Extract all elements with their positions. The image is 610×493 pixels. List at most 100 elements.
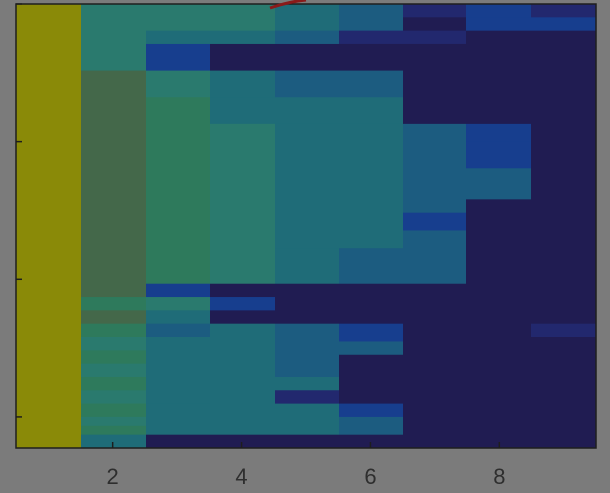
heatmap-cell-col5-row12 — [275, 390, 340, 405]
heatmap-cell-col6-row0 — [339, 4, 404, 18]
heatmap-cell-col3-row9 — [146, 323, 211, 338]
heatmap-cell-col4-row8 — [210, 297, 276, 311]
heatmap-cell-col5-row3 — [275, 70, 340, 98]
heatmap-cell-col8-row3 — [466, 123, 532, 143]
heatmap-cell-col2-row11 — [81, 363, 147, 378]
heatmap-cell-col4-row7 — [210, 283, 276, 298]
heatmap-cell-col3-row1 — [146, 30, 211, 45]
heatmap-cell-col4-row9 — [210, 310, 276, 325]
heatmap-cell-col6-row14 — [339, 416, 404, 436]
heatmap-cell-col1-row0 — [16, 4, 82, 449]
heatmap-cell-col8-row5 — [466, 168, 532, 200]
heatmap-cell-col2-row10 — [81, 350, 147, 365]
heatmap-cell-col4-row5 — [210, 123, 276, 249]
heatmap-cell-col5-row5 — [275, 123, 340, 249]
heatmap-cell-col2-row6 — [81, 297, 147, 311]
heatmap-cell-col7-row6 — [403, 168, 467, 214]
heatmap-cell-col6-row2 — [339, 30, 404, 45]
heatmap-cell-col2-row3 — [81, 123, 147, 249]
heatmap-cell-col9-row3 — [531, 323, 597, 338]
heatmap-cell-col4-row3 — [210, 70, 276, 98]
heatmap-cell-col2-row2 — [81, 97, 147, 125]
heatmap-cell-col4-row10 — [210, 323, 276, 436]
heatmap-cell-col5-row10 — [275, 337, 340, 378]
heatmap-cell-col3-row12 — [146, 434, 211, 449]
heatmap-cell-col3-row8 — [146, 310, 211, 325]
heatmap-cell-col6-row7 — [339, 248, 404, 285]
heatmap-cell-col3-row5 — [146, 248, 211, 285]
heatmap-cell-col3-row2 — [146, 43, 211, 72]
heatmap-cell-col6-row13 — [339, 403, 404, 418]
heatmap-cell-col6-row1 — [339, 17, 404, 32]
y-axis-ticks — [16, 3, 22, 418]
heatmap-cell-col6-row8 — [339, 283, 404, 298]
heatmap-cell-col7-row0 — [403, 4, 467, 18]
heatmap-cell-col2-row5 — [81, 283, 147, 298]
heatmap-cell-col7-row8 — [403, 230, 467, 249]
heatmap-cell-col5-row1 — [275, 30, 340, 45]
heatmap-cell-col7-row4 — [403, 110, 467, 125]
heatmap-cell-col7-row2 — [403, 30, 467, 45]
heatmap-cell-col6-row5 — [339, 97, 404, 125]
heatmap-cell-col7-row7 — [403, 212, 467, 231]
heatmap-cell-col2-row14 — [81, 403, 147, 418]
heatmap-cell-col8-row6 — [466, 199, 532, 449]
heatmap-cell-col6-row12 — [339, 354, 404, 405]
heatmap-cell-col3-row10 — [146, 337, 211, 405]
heatmap-cell-col3-row7 — [146, 297, 211, 311]
heatmap-cell-col4-row1 — [210, 30, 276, 45]
heatmap-cell-col6-row15 — [339, 434, 404, 449]
heatmap-cell-col3-row3 — [146, 70, 211, 98]
heatmap-cell-col2-row17 — [81, 434, 147, 449]
heatmap-cell-col9-row0 — [531, 4, 597, 18]
heatmap-cell-col9-row1 — [531, 17, 597, 32]
heatmap-cell-col6-row10 — [339, 323, 404, 342]
heatmap-cell-col4-row2 — [210, 43, 276, 72]
heatmap-cell-col5-row9 — [275, 323, 340, 338]
heatmap-cell-col2-row7 — [81, 310, 147, 325]
heatmap-cell-col8-row2 — [466, 30, 532, 125]
heatmap-cell-col8-row1 — [466, 17, 532, 32]
heatmap-cell-col2-row8 — [81, 323, 147, 338]
heatmap-cell-col4-row0 — [210, 4, 276, 32]
plot-frame — [15, 3, 597, 449]
heatmap-cell-col5-row0 — [275, 4, 340, 32]
heatmap-cell-col7-row3 — [403, 43, 467, 112]
heatmap-cell-col5-row4 — [275, 97, 340, 125]
heatmap-cell-col2-row12 — [81, 376, 147, 391]
heatmap-cell-col3-row6 — [146, 283, 211, 298]
heatmap-cell-col2-row13 — [81, 390, 147, 405]
x-tick-label-4: 4 — [235, 464, 247, 489]
x-axis-ticks: 2 4 6 8 — [107, 442, 505, 489]
heatmap-cell-col5-row2 — [275, 43, 340, 72]
heatmap-cell-col2-row9 — [81, 337, 147, 351]
heatmap-cell-col6-row4 — [339, 70, 404, 98]
heatmap-cell-col5-row13 — [275, 403, 340, 436]
heatmap-cell-col3-row4 — [146, 97, 211, 249]
x-tick-label-6: 6 — [364, 464, 376, 489]
heatmap-cell-col7-row9 — [403, 248, 467, 285]
x-tick-label-8: 8 — [493, 464, 505, 489]
heatmap-cell-col5-row11 — [275, 376, 340, 391]
heatmap-cell-col4-row11 — [210, 434, 276, 449]
heatmap-cell-col4-row4 — [210, 97, 276, 125]
x-tick-label-2: 2 — [107, 464, 119, 489]
heatmap-cell-col6-row6 — [339, 123, 404, 249]
heatmap-cell-col6-row9 — [339, 297, 404, 325]
heatmap-cell-col9-row4 — [531, 337, 597, 449]
heatmap-cell-col2-row15 — [81, 416, 147, 427]
heatmap-cell-col5-row14 — [275, 434, 340, 449]
heatmap-cell-col2-row1 — [81, 70, 147, 98]
heatmap-cell-col5-row7 — [275, 283, 340, 298]
heatmap-cell-col6-row3 — [339, 43, 404, 72]
heatmap-cell-col2-row16 — [81, 425, 147, 436]
heatmap-cell-col7-row10 — [403, 283, 467, 449]
heatmap-cells — [16, 4, 597, 449]
heatmap-cell-col2-row4 — [81, 248, 147, 285]
heatmap-cell-col8-row0 — [466, 4, 532, 18]
heatmap-cell-col3-row0 — [146, 4, 211, 32]
heatmap-cell-col8-row4 — [466, 141, 532, 169]
heatmap-cell-col2-row0 — [81, 4, 147, 72]
red-annotation-mark — [269, 0, 307, 10]
